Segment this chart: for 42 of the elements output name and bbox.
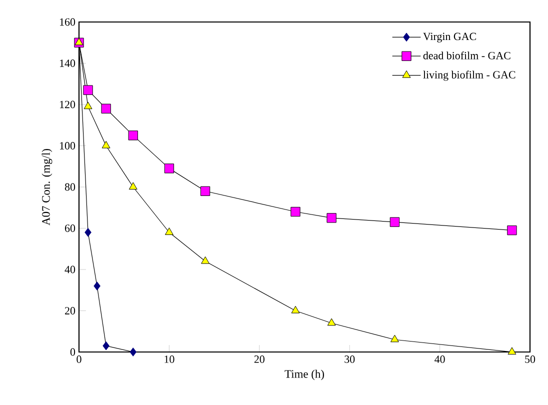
point — [327, 318, 336, 326]
point — [84, 102, 92, 110]
point — [508, 347, 516, 355]
y-axis-title: A07 Con. (mg/l) — [42, 148, 52, 226]
point — [390, 217, 400, 227]
point — [290, 206, 300, 217]
x-tick-label: 30 — [344, 356, 355, 363]
legend-label: dead biofilm - GAC — [423, 51, 510, 60]
x-tick-label: 20 — [254, 356, 264, 363]
point — [507, 225, 517, 236]
x-tick-label: 40 — [434, 356, 445, 363]
point — [128, 182, 138, 190]
x-axis-title: Time (h) — [284, 370, 324, 380]
point — [291, 306, 300, 314]
point — [164, 228, 174, 235]
point — [164, 164, 174, 174]
y-tick-label: 80 — [64, 183, 76, 191]
point — [101, 104, 111, 114]
point — [128, 130, 138, 140]
legend-label: living biofilm - GAC — [423, 70, 516, 81]
legend-label: Virgin GAC — [423, 32, 476, 42]
point — [83, 85, 93, 95]
y-tick-label: 140 — [60, 60, 76, 67]
point — [102, 341, 110, 350]
y-tick-label: 0 — [70, 348, 76, 356]
point — [200, 186, 210, 196]
y-tick-label: 60 — [64, 224, 76, 232]
point — [102, 140, 110, 148]
y-tick-label: 20 — [65, 307, 76, 314]
x-tick-label: 10 — [164, 356, 174, 363]
point — [326, 213, 336, 223]
point — [201, 256, 210, 264]
y-tick-label: 100 — [60, 142, 76, 150]
y-tick-label: 160 — [60, 18, 76, 26]
y-tick-label: 40 — [64, 266, 76, 274]
point — [94, 282, 100, 290]
point — [130, 348, 137, 356]
y-tick-label: 120 — [60, 100, 76, 108]
x-tick-label: 50 — [525, 356, 536, 363]
point — [84, 228, 92, 237]
x-tick-label: 0 — [76, 356, 82, 363]
point — [390, 334, 399, 342]
